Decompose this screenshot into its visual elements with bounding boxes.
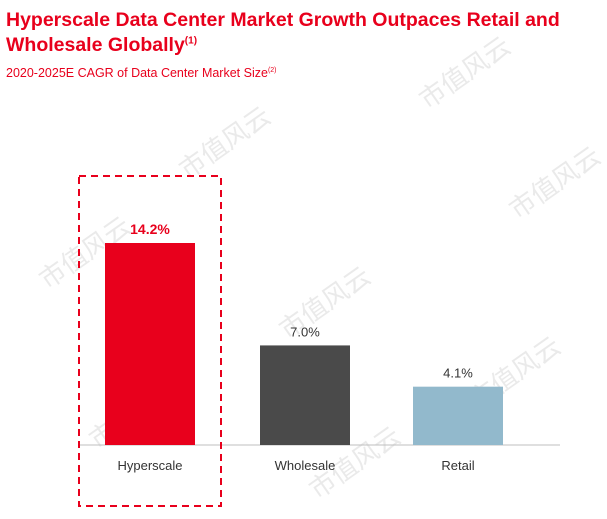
chart-subtitle: 2020-2025E CAGR of Data Center Market Si… [6, 66, 277, 80]
chart-subtitle-text: 2020-2025E CAGR of Data Center Market Si… [6, 66, 268, 80]
bar-retail [413, 386, 503, 445]
title-footnote-marker: (1) [184, 35, 198, 47]
data-label-wholesale: 7.0% [290, 324, 320, 339]
watermark-text: 市值风云 [174, 101, 276, 185]
watermark-text: 市值风云 [504, 141, 606, 225]
data-label-retail: 4.1% [443, 366, 473, 381]
highlight-box [78, 175, 222, 507]
watermark-text: 市值风云 [414, 31, 516, 115]
bar-wholesale [260, 345, 350, 445]
bars-layer: 14.2% Hyperscale 7.0% Wholesale 4.1% Retail [78, 175, 503, 507]
category-label-retail: Retail [441, 458, 474, 473]
chart-title: Hyperscale Data Center Market Growth Out… [6, 8, 606, 58]
bar-hyperscale [105, 243, 195, 445]
subtitle-footnote-marker: (2) [267, 66, 277, 74]
chart-title-text: Hyperscale Data Center Market Growth Out… [6, 9, 560, 56]
category-label-wholesale: Wholesale [275, 458, 336, 473]
category-label-hyperscale: Hyperscale [117, 458, 182, 473]
data-label-hyperscale: 14.2% [130, 221, 170, 237]
